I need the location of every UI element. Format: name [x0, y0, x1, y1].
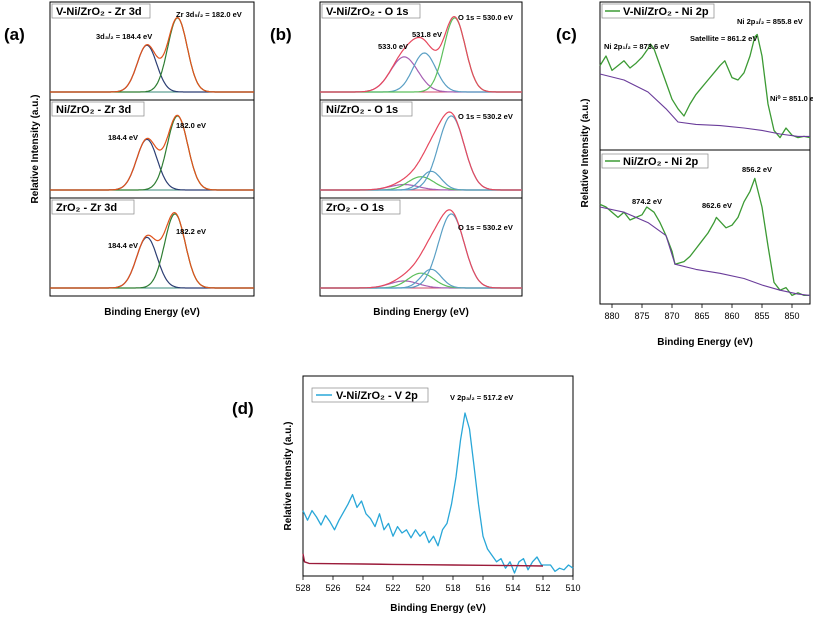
xtick-label-d-524: 524 [355, 583, 370, 593]
ann-c1-2p32: Ni 2p₃/₂ = 855.8 eV [737, 17, 803, 26]
xlabel-b: Binding Energy (eV) [373, 307, 469, 318]
envelope-b2 [320, 111, 522, 191]
ylabel-c: Relative Intensity (a.u.) [580, 99, 591, 208]
ann-b3-530: O 1s = 530.2 eV [458, 223, 513, 232]
title-b2: Ni/ZrO₂ - O 1s [321, 101, 413, 117]
title-a1-text: V-Ni/ZrO₂ - Zr 3d [56, 6, 142, 18]
fit-a3-184_4 [50, 236, 254, 289]
ann-c1-ni0: Ni⁰ = 851.0 eV [770, 94, 813, 103]
ann-c2-862: 862.6 eV [702, 201, 732, 210]
title-d-text: V-Ni/ZrO₂ - V 2p [336, 390, 418, 402]
fit-b3-532 [320, 272, 522, 289]
fit-a1-182 [50, 17, 254, 93]
title-b3: ZrO₂ - O 1s [321, 199, 401, 215]
c1-spectrum [599, 33, 811, 139]
xtick-label-c-870: 870 [664, 311, 679, 321]
d-spectrum [302, 412, 574, 574]
xtick-label-c-865: 865 [694, 311, 709, 321]
title-b3-text: ZrO₂ - O 1s [326, 202, 384, 214]
xtick-label-d-526: 526 [325, 583, 340, 593]
xtick-label-d-520: 520 [415, 583, 430, 593]
panel-label-d: (d) [232, 399, 254, 418]
fit-a3-182_2 [50, 213, 254, 289]
xtick-label-d-518: 518 [445, 583, 460, 593]
panel-label-a: (a) [4, 25, 25, 44]
ann-c2-856: 856.2 eV [742, 165, 772, 174]
title-a2: Ni/ZrO₂ - Zr 3d [51, 101, 145, 117]
c2-spectrum [599, 177, 810, 297]
ann-a2-left: 184.4 eV [108, 133, 138, 142]
xtick-label-c-880: 880 [604, 311, 619, 321]
ylabel-a: Relative Intensity (a.u.) [30, 95, 41, 204]
title-c2-text: Ni/ZrO₂ - Ni 2p [623, 156, 698, 168]
ann-a1-3d52: Zr 3d₅/₂ = 182.0 eV [176, 10, 242, 19]
xtick-label-c-855: 855 [754, 311, 769, 321]
xtick-label-d-522: 522 [385, 583, 400, 593]
xtick-label-d-514: 514 [505, 583, 520, 593]
ann-b1-530: O 1s = 530.0 eV [458, 13, 513, 22]
title-b1-text: V-Ni/ZrO₂ - O 1s [326, 6, 409, 18]
xtick-label-d-516: 516 [475, 583, 490, 593]
ann-b1-533: 533.0 eV [378, 42, 408, 51]
envelope-b3 [320, 209, 522, 289]
fit-b1-531_8 [320, 52, 522, 93]
fit-a1-184_4 [50, 44, 254, 93]
frame-c2 [599, 149, 811, 305]
d-background [302, 553, 544, 567]
ann-c1-2p12: Ni 2p₁/₂ = 873.6 eV [604, 42, 669, 51]
xlabel-d: Binding Energy (eV) [390, 603, 486, 614]
ann-a3-right: 182.2 eV [176, 227, 206, 236]
title-c1-text: V-Ni/ZrO₂ - Ni 2p [623, 6, 709, 18]
envelope-b1 [320, 16, 522, 93]
fit-a2-182 [50, 115, 254, 191]
ann-a2-right: 182.0 eV [176, 121, 206, 130]
frame-d [302, 375, 574, 577]
xlabel-a: Binding Energy (eV) [104, 307, 200, 318]
xtick-label-c-860: 860 [724, 311, 739, 321]
frame-b3 [319, 197, 523, 297]
envelope-a2 [50, 114, 254, 191]
ann-a3-left: 184.4 eV [108, 241, 138, 250]
ylabel-d: Relative Intensity (a.u.) [283, 422, 294, 531]
frame-a3 [49, 197, 255, 297]
title-a3-text: ZrO₂ - Zr 3d [56, 202, 117, 214]
ann-c2-874: 874.2 eV [632, 197, 662, 206]
xlabel-c: Binding Energy (eV) [657, 337, 753, 348]
title-b1: V-Ni/ZrO₂ - O 1s [321, 3, 421, 19]
ann-c1-satellite: Satellite = 861.2 eV [690, 34, 757, 43]
c2-background [599, 206, 811, 296]
panel-label-c: (c) [556, 25, 577, 44]
c1-background [599, 73, 810, 137]
title-b2-text: Ni/ZrO₂ - O 1s [326, 104, 398, 116]
xtick-label-c-875: 875 [634, 311, 649, 321]
ann-b2-530: O 1s = 530.2 eV [458, 112, 513, 121]
fit-b1-533 [320, 56, 522, 93]
xtick-label-d-528: 528 [295, 583, 310, 593]
title-c2: Ni/ZrO₂ - Ni 2p [601, 153, 709, 169]
xtick-label-d-512: 512 [535, 583, 550, 593]
xtick-label-d-510: 510 [565, 583, 580, 593]
envelope-a3 [50, 212, 254, 289]
title-d: V-Ni/ZrO₂ - V 2p [311, 387, 429, 403]
fit-a2-184_4 [50, 138, 254, 191]
title-a2-text: Ni/ZrO₂ - Zr 3d [56, 104, 131, 116]
panel-label-b: (b) [270, 25, 292, 44]
fit-b3-531_4 [320, 268, 522, 289]
title-c1: V-Ni/ZrO₂ - Ni 2p [601, 3, 715, 19]
ann-a1-3d32: 3d₃/₂ = 184.4 eV [96, 32, 152, 41]
ann-b1-5318: 531.8 eV [412, 30, 442, 39]
xtick-label-c-850: 850 [784, 311, 799, 321]
ann-d-v2p32: V 2p₃/₂ = 517.2 eV [450, 393, 513, 402]
envelope-a1 [50, 17, 254, 93]
title-a3: ZrO₂ - Zr 3d [51, 199, 135, 215]
title-a1: V-Ni/ZrO₂ - Zr 3d [51, 3, 151, 19]
